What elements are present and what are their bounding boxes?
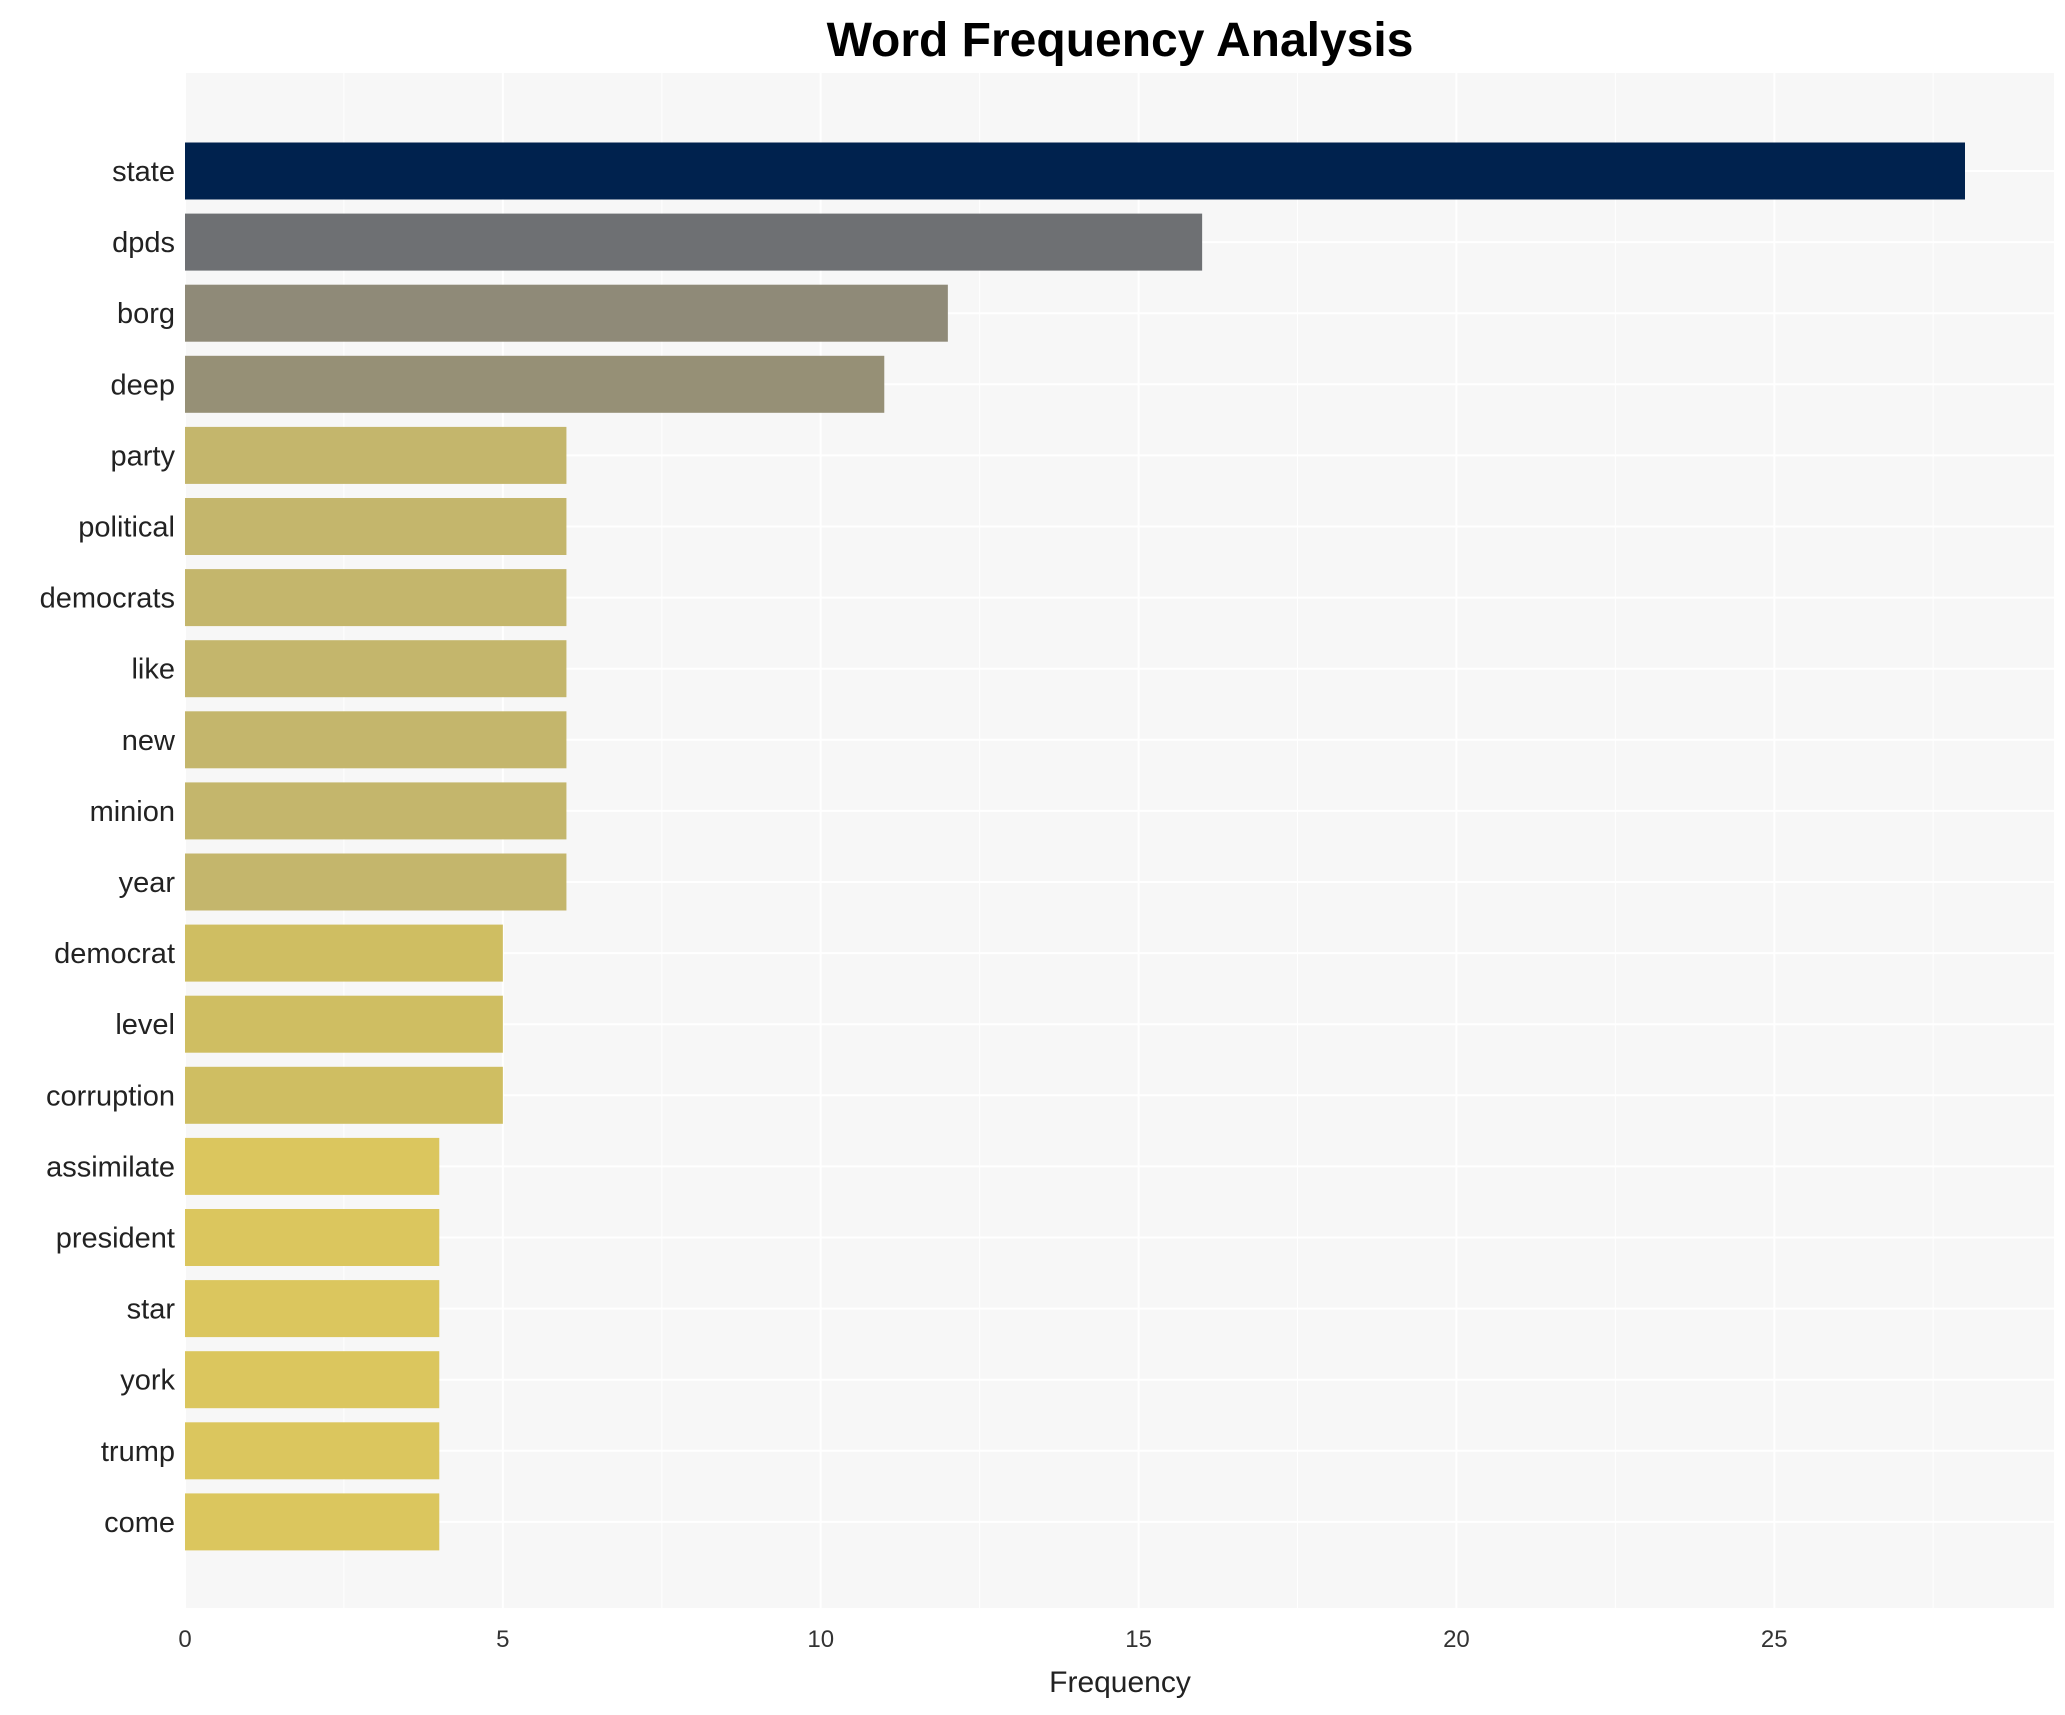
bar-assimilate	[185, 1137, 440, 1195]
y-tick-label: state	[112, 156, 175, 188]
x-tick-label: 15	[1125, 1626, 1152, 1653]
bar-borg	[185, 284, 948, 342]
bar-york	[185, 1351, 440, 1409]
y-tick-label: minion	[90, 796, 175, 828]
bar-level	[185, 995, 503, 1053]
y-tick-label: dpds	[112, 227, 175, 259]
chart-title: Word Frequency Analysis	[827, 14, 1414, 67]
x-tick-label: 20	[1443, 1626, 1470, 1653]
x-tick-label: 10	[807, 1626, 834, 1653]
y-tick-label: come	[104, 1507, 175, 1539]
y-tick-label: trump	[101, 1436, 175, 1468]
bar-corruption	[185, 1066, 503, 1124]
x-tick-label: 5	[496, 1626, 509, 1653]
x-tick-label: 25	[1761, 1626, 1788, 1653]
y-tick-label: star	[127, 1294, 176, 1326]
y-tick-label: assimilate	[46, 1151, 175, 1183]
bar-year	[185, 853, 567, 911]
y-tick-label: level	[115, 1009, 175, 1041]
bar-deep	[185, 355, 885, 413]
y-tick-label: year	[119, 867, 176, 899]
bar-democrat	[185, 924, 503, 982]
bar-political	[185, 498, 567, 555]
y-tick-label: democrat	[54, 938, 175, 970]
bar-party	[185, 426, 567, 484]
y-tick-labels: statedpdsborgdeeppartypoliticaldemocrats…	[40, 156, 176, 1539]
bar-star	[185, 1280, 440, 1338]
bar-new	[185, 711, 567, 769]
y-tick-label: corruption	[46, 1080, 175, 1112]
y-tick-label: new	[122, 725, 176, 757]
bar-democrats	[185, 569, 567, 627]
y-tick-label: president	[56, 1223, 175, 1255]
bar-state	[185, 142, 1965, 200]
bar-trump	[185, 1422, 440, 1480]
y-tick-label: like	[131, 654, 175, 686]
bar-come	[185, 1493, 440, 1551]
y-tick-label: political	[78, 512, 175, 544]
x-tick-labels: 0 5 10 15 20 25	[178, 1626, 1787, 1653]
x-tick-label: 0	[178, 1626, 191, 1653]
y-tick-label: democrats	[40, 583, 175, 615]
bar-president	[185, 1209, 440, 1266]
bars	[185, 142, 1965, 1551]
x-axis-label: Frequency	[1049, 1666, 1191, 1699]
y-tick-label: york	[120, 1365, 175, 1397]
y-tick-label: borg	[117, 298, 175, 330]
bar-like	[185, 640, 567, 698]
bar-minion	[185, 782, 567, 840]
y-tick-label: party	[111, 440, 176, 472]
y-tick-label: deep	[110, 369, 175, 401]
bar-dpds	[185, 213, 1203, 271]
